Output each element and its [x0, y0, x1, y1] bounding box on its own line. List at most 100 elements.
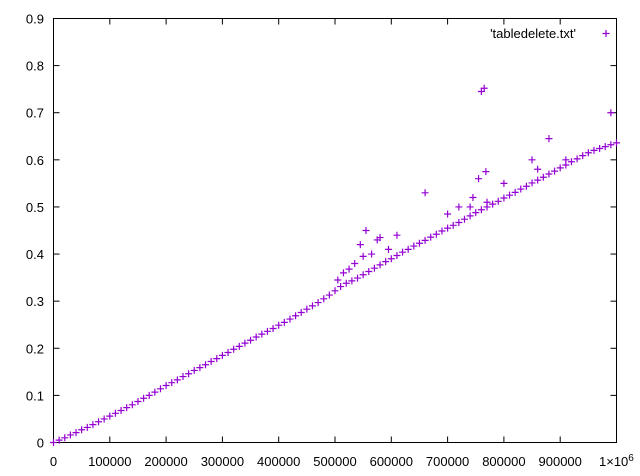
- x-tick-label: 300000: [201, 454, 244, 469]
- data-point: [286, 315, 294, 323]
- data-point: [601, 143, 609, 151]
- data-point: [449, 221, 457, 229]
- data-point: [342, 279, 350, 287]
- data-point: [466, 212, 474, 220]
- data-point: [584, 149, 592, 157]
- data-point: [455, 218, 463, 226]
- data-point: [399, 248, 407, 256]
- data-point: [489, 200, 497, 208]
- data-point: [334, 276, 342, 284]
- data-point: [196, 364, 204, 372]
- data-point: [483, 198, 491, 206]
- data-point: [162, 381, 170, 389]
- data-point: [455, 203, 463, 211]
- x-tick-label: 800000: [482, 454, 525, 469]
- data-point: [297, 308, 305, 316]
- data-point: [314, 299, 322, 307]
- data-point: [562, 156, 570, 164]
- data-point: [207, 357, 215, 365]
- data-point: [241, 339, 249, 347]
- data-point: [337, 283, 345, 291]
- data-point: [263, 327, 271, 335]
- data-point: [410, 242, 418, 250]
- data-point: [66, 431, 74, 439]
- y-tick-label: 0: [37, 436, 44, 451]
- data-point: [280, 318, 288, 326]
- data-point: [556, 164, 564, 172]
- data-point: [106, 412, 114, 420]
- data-point: [528, 156, 536, 164]
- data-point: [111, 409, 119, 417]
- y-tick-label: 0.5: [26, 200, 44, 215]
- data-point: [475, 175, 483, 183]
- data-point: [339, 269, 347, 277]
- data-point: [466, 203, 474, 211]
- data-point: [477, 206, 485, 214]
- data-point: [460, 215, 468, 223]
- data-point: [185, 370, 193, 378]
- data-point: [55, 436, 63, 444]
- data-point: [607, 109, 615, 117]
- data-point: [482, 168, 490, 176]
- x-tick-label: 500000: [313, 454, 356, 469]
- x-tick-label: 0: [50, 454, 57, 469]
- data-point: [123, 404, 131, 412]
- data-point: [151, 388, 159, 396]
- data-point: [596, 145, 604, 153]
- x-tick-label: 700000: [426, 454, 469, 469]
- data-point: [432, 230, 440, 238]
- data-point: [511, 188, 519, 196]
- data-point: [345, 265, 353, 273]
- x-tick-label-last: 1×106: [599, 453, 634, 469]
- x-tick-label: 600000: [370, 454, 413, 469]
- data-point: [382, 258, 390, 266]
- data-point: [404, 245, 412, 253]
- data-point: [230, 345, 238, 353]
- legend-marker: [602, 30, 610, 37]
- data-point: [421, 189, 429, 197]
- data-point: [573, 155, 581, 163]
- data-point: [292, 312, 300, 320]
- y-tick-label: 0.9: [26, 12, 44, 27]
- data-point: [539, 173, 547, 181]
- y-tick-label: 0.2: [26, 341, 44, 356]
- data-point: [78, 426, 86, 434]
- x-tick-label-last-base: 1×10: [599, 454, 628, 469]
- data-point: [472, 209, 480, 217]
- data-point: [359, 271, 367, 279]
- plot-area-frame: [53, 18, 617, 443]
- y-tick-label: 0.1: [26, 388, 44, 403]
- data-point: [134, 398, 142, 406]
- data-point: [100, 415, 108, 423]
- x-tick-label: 400000: [257, 454, 300, 469]
- data-point: [95, 418, 103, 426]
- data-point: [376, 261, 384, 269]
- data-point: [325, 291, 333, 299]
- data-point: [303, 305, 311, 313]
- legend: 'tabledelete.txt': [490, 26, 610, 41]
- data-point: [320, 295, 328, 303]
- data-point: [370, 264, 378, 272]
- data-point: [494, 197, 502, 205]
- data-point: [224, 349, 232, 357]
- data-point: [427, 233, 435, 241]
- data-point: [173, 376, 181, 384]
- legend-label: 'tabledelete.txt': [490, 26, 576, 41]
- data-point: [235, 342, 243, 350]
- data-point: [590, 146, 598, 154]
- data-point: [522, 182, 530, 190]
- y-tick-label: 0.7: [26, 106, 44, 121]
- x-tick-label: 900000: [539, 454, 582, 469]
- data-point: [534, 176, 542, 184]
- data-point: [354, 274, 362, 282]
- data-point: [258, 330, 266, 338]
- axis-tick-labels: 0 100000 200000 300000 400000 500000 600000 700…: [26, 12, 634, 470]
- legend-marker-glyph: [602, 30, 610, 37]
- data-point: [469, 194, 477, 202]
- data-point: [579, 152, 587, 160]
- y-tick-label: 0.6: [26, 153, 44, 168]
- data-point: [545, 170, 553, 178]
- data-point: [528, 179, 536, 187]
- data-point: [415, 239, 423, 247]
